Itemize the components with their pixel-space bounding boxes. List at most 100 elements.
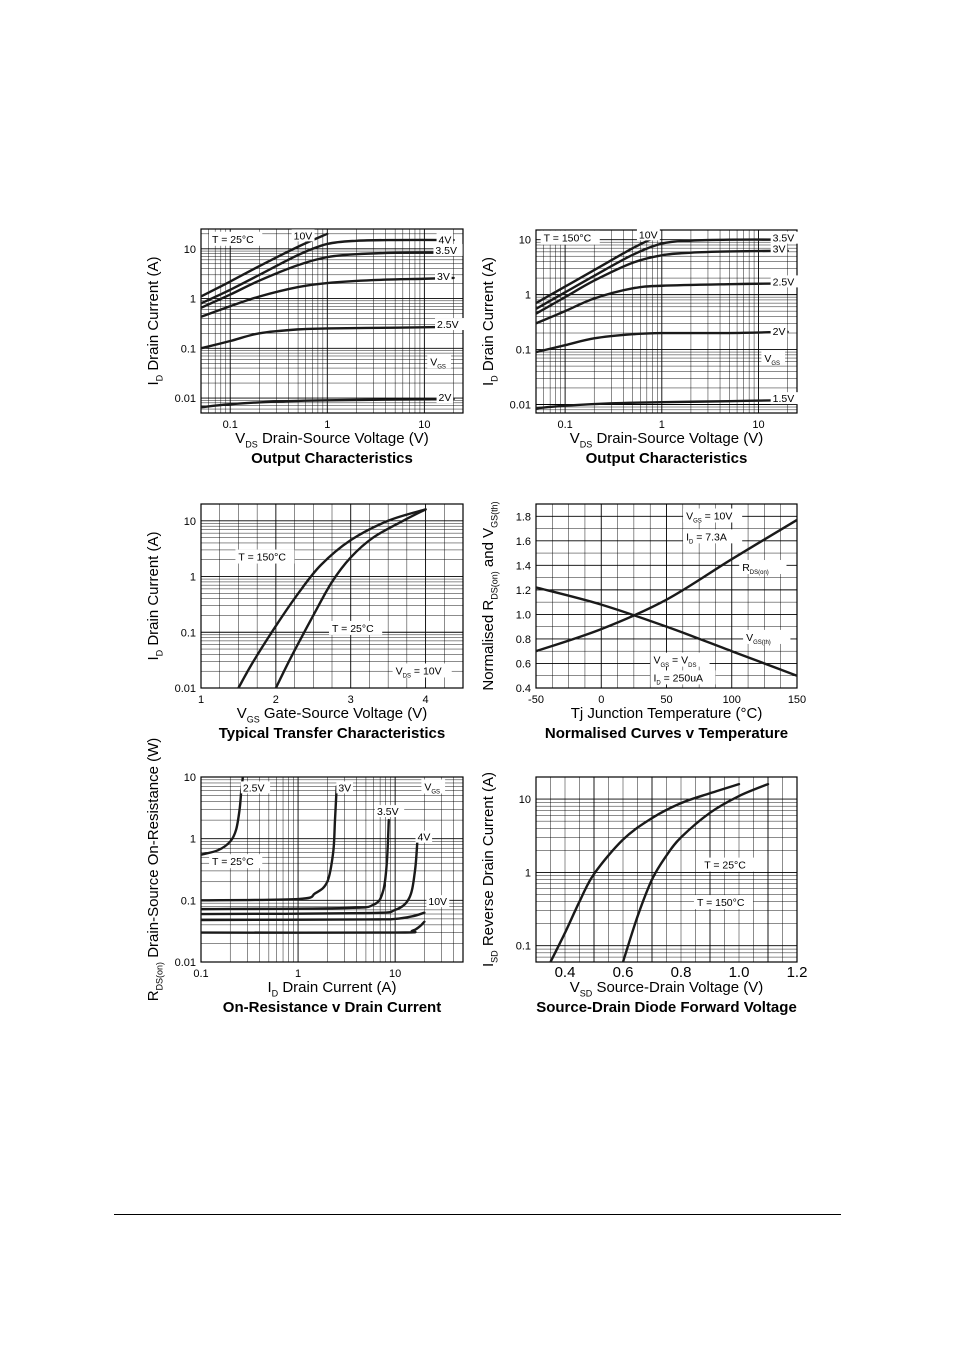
annotation-bg <box>421 779 446 794</box>
y-tick-label: 0.01 <box>175 393 196 405</box>
series-label: 2.5V <box>437 319 459 331</box>
x-tick-label: 0.1 <box>557 419 572 431</box>
chart-4: VGS​ = 10V ID​ = 7.3A RDS(on)​ VGS(th)​ VGS​… <box>480 501 806 742</box>
x-tick-label: 100 <box>723 694 741 706</box>
annotation-text: RDS(on)​ <box>742 562 769 576</box>
y-axis-label: ID​ Drain Current (A) <box>145 256 165 385</box>
chart-title: Output Characteristics <box>251 450 413 467</box>
x-tick-label: 1.0 <box>729 964 750 981</box>
x-tick-label: 1 <box>324 419 330 431</box>
series-label: 3.5V <box>377 806 399 818</box>
x-axis-label: Tj Junction Temperature (°C) <box>571 705 763 722</box>
series-label: 2V <box>773 326 786 338</box>
y-axis-label: ISD​ Reverse Drain Current (A) <box>480 772 500 967</box>
series-line-10V <box>201 232 329 298</box>
chart-6: T = 25°C T = 150°C 0.4 0.6 0.8 1.0 1.2 0.1 1 10 VS… <box>480 772 807 1016</box>
x-axis-label: ID​ Drain Current (A) <box>267 979 396 999</box>
plot-frame <box>200 776 464 963</box>
annotation-text: ID​ = 250uA <box>653 672 703 686</box>
annotation-text: VDS​ = 10V <box>396 665 442 679</box>
annotation-bg <box>329 620 383 635</box>
series-line-2.5V <box>201 325 455 350</box>
series-label-bg <box>770 392 800 405</box>
series-label-bg <box>291 229 315 242</box>
plot-frame <box>535 503 798 689</box>
series-line-3.5V <box>201 251 455 310</box>
series-label: 2V <box>439 392 452 404</box>
series-label: 4V <box>418 832 431 844</box>
y-tick-label: 1 <box>190 834 196 846</box>
annotation-text: VGS​ = 10V <box>686 510 732 524</box>
series-line-T150C <box>237 508 427 688</box>
x-axis-label: VSD​ Source-Drain Voltage (V) <box>570 979 763 999</box>
x-tick-label: 1.2 <box>787 964 808 981</box>
series-line-2.5V <box>201 777 245 856</box>
annotation-bg <box>701 857 755 872</box>
annotation-bg <box>235 549 295 564</box>
y-tick-label: 0.1 <box>516 941 531 953</box>
series-line <box>201 920 426 934</box>
annotation-bg <box>427 354 451 369</box>
x-tick-label: 10 <box>418 419 430 431</box>
y-tick-label: 1.6 <box>516 536 531 548</box>
x-tick-label: 4 <box>423 694 429 706</box>
series-label-bg <box>770 231 800 244</box>
series-line-10V <box>536 237 654 305</box>
x-tick-label: -50 <box>528 694 544 706</box>
series-group <box>237 508 427 688</box>
gridlines <box>535 776 798 963</box>
y-tick-label: 10 <box>519 794 531 806</box>
series-line-3V <box>201 785 338 902</box>
annotation-bg <box>650 652 710 667</box>
annotation-bg <box>650 670 716 685</box>
annotation-text: ID​ = 7.3A <box>686 531 727 545</box>
annotation-text: VGS​ <box>430 356 446 370</box>
y-tick-label: 1.8 <box>516 511 531 523</box>
x-tick-label: 10 <box>389 968 401 980</box>
series-label-bg <box>436 233 454 246</box>
y-tick-label: 0.1 <box>181 895 196 907</box>
y-tick-label: 1 <box>190 572 196 584</box>
annotation-text: VGS(th)​ <box>746 632 771 646</box>
series-label: 3.5V <box>773 233 795 245</box>
y-tick-label: 0.4 <box>516 683 531 695</box>
series-label: 10V <box>639 229 658 241</box>
y-tick-label: 0.1 <box>516 345 531 357</box>
series-label: 1.5V <box>773 393 795 405</box>
series-label-bg <box>433 244 463 257</box>
annotation-text: VGS​ = VDS​ <box>653 655 696 669</box>
series-line-T25C <box>621 782 770 962</box>
annotation-bg <box>693 895 754 910</box>
y-tick-label: 1 <box>190 294 196 306</box>
x-tick-label: 1 <box>198 694 204 706</box>
x-tick-label: 1 <box>659 419 665 431</box>
x-tick-label: 2 <box>273 694 279 706</box>
footer-rule <box>114 1214 841 1215</box>
series-line-4V <box>201 238 455 305</box>
x-axis-label: VDS​ Drain-Source Voltage (V) <box>235 430 428 450</box>
series-label-bg <box>435 269 452 282</box>
chart-title: Output Characteristics <box>586 450 748 467</box>
series-label: 3V <box>437 271 450 283</box>
x-tick-label: 0 <box>598 694 604 706</box>
series-label-bg <box>770 325 788 338</box>
annotation-text: T = 150°C <box>238 552 286 564</box>
series-line-1.5V <box>536 398 789 410</box>
annotation-bg <box>743 629 791 644</box>
series-label: 10V <box>428 896 447 908</box>
x-tick-label: 50 <box>660 694 672 706</box>
series-line-3V <box>201 276 455 318</box>
series-label-bg <box>336 781 353 794</box>
gridlines <box>535 230 797 414</box>
chart-title: Typical Transfer Characteristics <box>219 725 446 742</box>
series-label: 3V <box>338 782 351 794</box>
y-tick-label: 0.01 <box>175 683 196 695</box>
series-line-RDSon <box>536 518 797 653</box>
series-label-bg <box>435 318 465 331</box>
series-group <box>536 518 797 677</box>
x-tick-label: 0.8 <box>671 964 692 981</box>
y-axis-label: RDS(on)​ Drain-Source On-Resistance (W) <box>145 738 165 1002</box>
y-tick-label: 1.4 <box>516 560 531 572</box>
y-tick-label: 10 <box>184 516 196 528</box>
